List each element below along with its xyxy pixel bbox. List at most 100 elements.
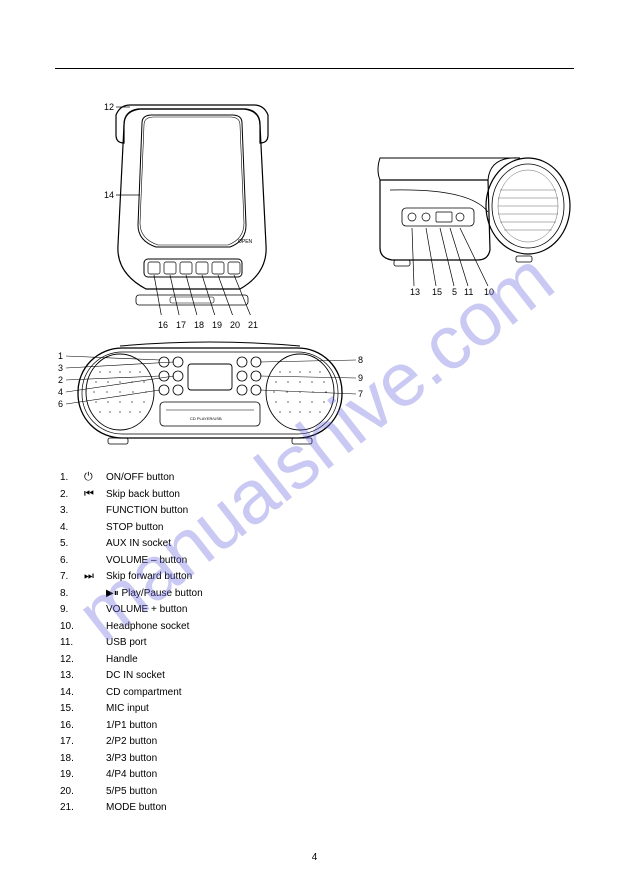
part-description: 1/P1 button	[106, 718, 569, 734]
parts-list-row: 2.⏮Skip back button	[60, 487, 569, 503]
parts-list-row: 8. ▶⏸ Play/Pause button	[60, 586, 569, 602]
part-icon	[84, 734, 106, 750]
page-container: manualshive.com OPEN	[0, 0, 629, 893]
callout-3: 3	[58, 364, 63, 373]
part-number: 8.	[60, 586, 84, 602]
part-number: 18.	[60, 751, 84, 767]
parts-list-row: 4.STOP button	[60, 520, 569, 536]
part-number: 9.	[60, 602, 84, 618]
part-number: 7.	[60, 569, 84, 585]
callout-11: 11	[464, 288, 473, 297]
part-description: VOLUME – button	[106, 553, 569, 569]
part-icon	[84, 619, 106, 635]
side-view-svg	[340, 150, 580, 300]
parts-list-row: 5. AUX IN socket	[60, 536, 569, 552]
part-number: 16.	[60, 718, 84, 734]
callout-4: 4	[58, 388, 63, 397]
parts-list-row: 7.⏭Skip forward button	[60, 569, 569, 585]
part-number: 5.	[60, 536, 84, 552]
part-number: 2.	[60, 487, 84, 503]
part-icon	[84, 536, 106, 552]
callout-20: 20	[230, 321, 240, 330]
part-icon: ⏻	[84, 470, 106, 486]
callout-14: 14	[104, 191, 114, 200]
callout-2: 2	[58, 376, 63, 385]
part-number: 20.	[60, 784, 84, 800]
part-icon	[84, 767, 106, 783]
part-number: 13.	[60, 668, 84, 684]
part-description: VOLUME + button	[106, 602, 569, 618]
part-description: CD compartment	[106, 685, 569, 701]
parts-list-row: 10. Headphone socket	[60, 619, 569, 635]
part-icon	[84, 635, 106, 651]
page-number: 4	[0, 852, 629, 863]
part-number: 10.	[60, 619, 84, 635]
part-icon	[84, 685, 106, 701]
callout-8: 8	[358, 356, 363, 365]
part-icon	[84, 800, 106, 816]
parts-list-row: 20. 5/P5 button	[60, 784, 569, 800]
part-icon	[84, 503, 106, 519]
part-number: 1.	[60, 470, 84, 486]
parts-list-row: 1.⏻ON/OFF button	[60, 470, 569, 486]
part-description: ON/OFF button	[106, 470, 569, 486]
callout-5: 5	[452, 288, 457, 297]
part-description: 4/P4 button	[106, 767, 569, 783]
part-number: 15.	[60, 701, 84, 717]
part-description: Headphone socket	[106, 619, 569, 635]
part-description: AUX IN socket	[106, 536, 569, 552]
part-number: 6.	[60, 553, 84, 569]
parts-list-row: 15. MIC input	[60, 701, 569, 717]
callout-13: 13	[410, 288, 420, 297]
part-description: MIC input	[106, 701, 569, 717]
part-description: USB port	[106, 635, 569, 651]
part-icon	[84, 586, 106, 602]
callout-15: 15	[432, 288, 442, 297]
callout-17: 17	[176, 321, 186, 330]
part-description: DC IN socket	[106, 668, 569, 684]
callout-18: 18	[194, 321, 204, 330]
callout-7: 7	[358, 390, 363, 399]
callout-10: 10	[484, 288, 494, 297]
part-icon: ⏮	[84, 487, 106, 503]
callout-12: 12	[104, 103, 114, 112]
front-view-svg: CD PLAYER/USB	[60, 340, 360, 460]
part-description: Handle	[106, 652, 569, 668]
part-icon	[84, 520, 106, 536]
parts-list-row: 3. FUNCTION button	[60, 503, 569, 519]
part-description: FUNCTION button	[106, 503, 569, 519]
part-icon	[84, 784, 106, 800]
top-view-svg: OPEN	[80, 95, 300, 315]
part-icon	[84, 751, 106, 767]
callout-9: 9	[358, 374, 363, 383]
callout-19: 19	[212, 321, 222, 330]
callout-16: 16	[158, 321, 168, 330]
callout-1: 1	[58, 352, 63, 361]
part-icon	[84, 718, 106, 734]
part-number: 17.	[60, 734, 84, 750]
part-number: 19.	[60, 767, 84, 783]
parts-list-row: 13. DC IN socket	[60, 668, 569, 684]
callout-6: 6	[58, 400, 63, 409]
diagram-side-view: 13 15 5 11 10	[340, 150, 580, 280]
parts-list-row: 16. 1/P1 button	[60, 718, 569, 734]
part-description: Skip back button	[106, 487, 569, 503]
parts-list-row: 18. 3/P3 button	[60, 751, 569, 767]
part-number: 14.	[60, 685, 84, 701]
parts-list-row: 9. VOLUME + button	[60, 602, 569, 618]
header-rule	[55, 68, 574, 69]
diagram-top-view: OPEN 12	[80, 95, 300, 315]
diagrams-area: OPEN 12	[60, 95, 569, 455]
part-number: 4.	[60, 520, 84, 536]
part-description: 2/P2 button	[106, 734, 569, 750]
parts-list-row: 21.MODE button	[60, 800, 569, 816]
part-description: MODE button	[106, 800, 569, 816]
part-icon: ⏭	[84, 569, 106, 585]
callout-21: 21	[248, 321, 258, 330]
parts-list: 1.⏻ON/OFF button2.⏮Skip back button3.FUN…	[60, 470, 569, 817]
part-number: 3.	[60, 503, 84, 519]
part-icon	[84, 652, 106, 668]
part-description: ▶⏸ Play/Pause button	[106, 586, 569, 602]
part-description: 5/P5 button	[106, 784, 569, 800]
part-description: 3/P3 button	[106, 751, 569, 767]
